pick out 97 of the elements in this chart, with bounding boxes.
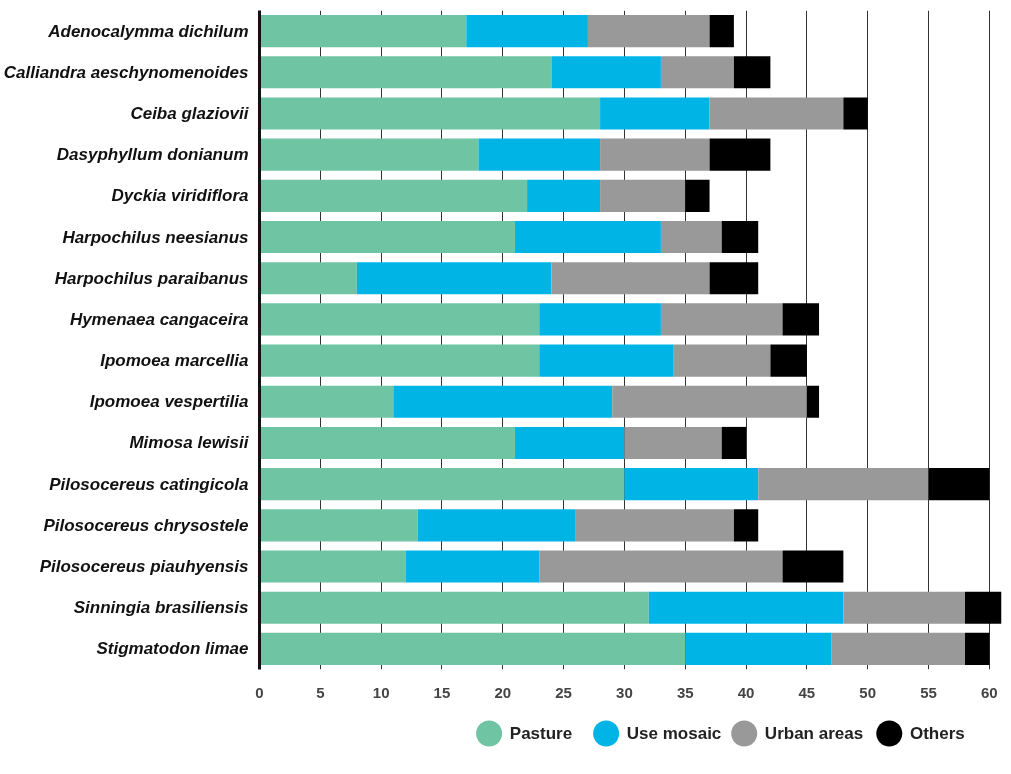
bar	[685, 179, 710, 212]
x-tick-label: 55	[920, 683, 937, 701]
bar	[660, 303, 783, 336]
bar	[259, 138, 479, 171]
bar	[259, 262, 357, 295]
bar	[259, 509, 418, 542]
bar	[831, 632, 966, 665]
bar	[514, 426, 625, 460]
x-tick-label: 0	[255, 683, 264, 701]
bar	[259, 632, 686, 665]
bar	[721, 426, 747, 460]
bar	[575, 509, 734, 542]
bar	[356, 262, 552, 295]
y-tick-label: Dyckia viridiflora	[111, 186, 249, 206]
bar	[733, 509, 759, 542]
bar	[965, 591, 1002, 624]
bar	[514, 220, 661, 254]
x-tick-label: 40	[737, 683, 755, 701]
bar	[259, 591, 649, 624]
bar	[685, 632, 832, 665]
bar	[259, 179, 528, 212]
y-tick-label: Mimosa lewisii	[129, 433, 250, 453]
bar	[721, 220, 759, 254]
bar	[405, 550, 540, 583]
y-tick-label: Calliandra aeschynomenoides	[3, 62, 249, 82]
bar	[843, 591, 966, 624]
y-tick-label: Ipomoea vespertilia	[89, 392, 249, 412]
bar	[770, 344, 807, 377]
bar	[259, 344, 540, 377]
y-tick-label: Harpochilus paraibanus	[54, 268, 249, 288]
bar	[806, 385, 820, 418]
y-tick-label: Sinningia brasiliensis	[73, 598, 249, 618]
y-tick-label: Stigmatodon limae	[96, 639, 249, 659]
bar	[612, 385, 807, 418]
y-tick-label: Pilosocereus piauhyensis	[39, 557, 249, 577]
bar	[758, 468, 929, 501]
bar	[259, 15, 467, 48]
bar	[539, 550, 783, 583]
bar	[782, 550, 844, 583]
bar	[466, 15, 588, 48]
bar	[709, 15, 734, 48]
bar	[928, 468, 990, 501]
bar	[673, 344, 771, 377]
bar	[527, 179, 601, 212]
bar	[259, 550, 406, 583]
bar	[539, 303, 661, 336]
x-tick-label: 60	[980, 683, 998, 701]
y-tick-label: Ceiba glaziovii	[130, 103, 250, 123]
bar	[259, 220, 515, 254]
bar	[782, 303, 820, 336]
y-tick-label: Pilosocereus chrysostele	[43, 515, 249, 535]
x-tick-label: 25	[555, 683, 572, 701]
bar	[259, 97, 601, 130]
y-tick-label: Ipomoea marcellia	[100, 351, 249, 371]
x-tick-label: 50	[859, 683, 877, 701]
bar	[551, 262, 710, 295]
legend-label: Urban areas	[764, 724, 864, 743]
bar	[587, 15, 710, 48]
x-tick-label: 20	[494, 683, 512, 701]
x-tick-label: 10	[372, 683, 390, 701]
legend-label: Others	[909, 724, 965, 743]
bar	[417, 509, 576, 542]
x-tick-label: 35	[676, 683, 694, 701]
bar	[600, 179, 686, 212]
bar	[393, 385, 613, 418]
bar	[648, 591, 844, 624]
bar	[660, 220, 722, 254]
bar	[624, 426, 722, 460]
x-tick-label: 5	[316, 683, 325, 701]
y-tick-label: Dasyphyllum donianum	[56, 145, 249, 165]
bar	[259, 385, 394, 418]
bar	[624, 468, 759, 501]
y-tick-label: Pilosocereus catingicola	[49, 474, 249, 494]
bar	[843, 97, 868, 130]
bar	[965, 632, 990, 665]
bar	[709, 262, 759, 295]
bar	[539, 344, 674, 377]
y-tick-label: Adenocalymma dichilum	[47, 21, 249, 41]
bar	[600, 138, 710, 171]
y-tick-label: Hymenaea cangaceira	[69, 309, 249, 329]
bar	[259, 303, 540, 336]
bar	[259, 426, 515, 460]
bar	[733, 56, 771, 89]
x-tick-label: 30	[616, 683, 633, 701]
legend-label: Pasture	[509, 724, 573, 743]
x-tick-label: 15	[433, 683, 451, 701]
bar	[551, 56, 661, 89]
bar	[478, 138, 601, 171]
bar	[709, 97, 844, 130]
bar	[259, 468, 625, 501]
bar	[709, 138, 771, 171]
x-tick-label: 45	[798, 683, 816, 701]
bar	[600, 97, 710, 130]
bar	[660, 56, 734, 89]
legend-label: Use mosaic	[626, 724, 722, 743]
y-tick-label: Harpochilus neesianus	[62, 227, 249, 247]
bar	[259, 56, 552, 89]
